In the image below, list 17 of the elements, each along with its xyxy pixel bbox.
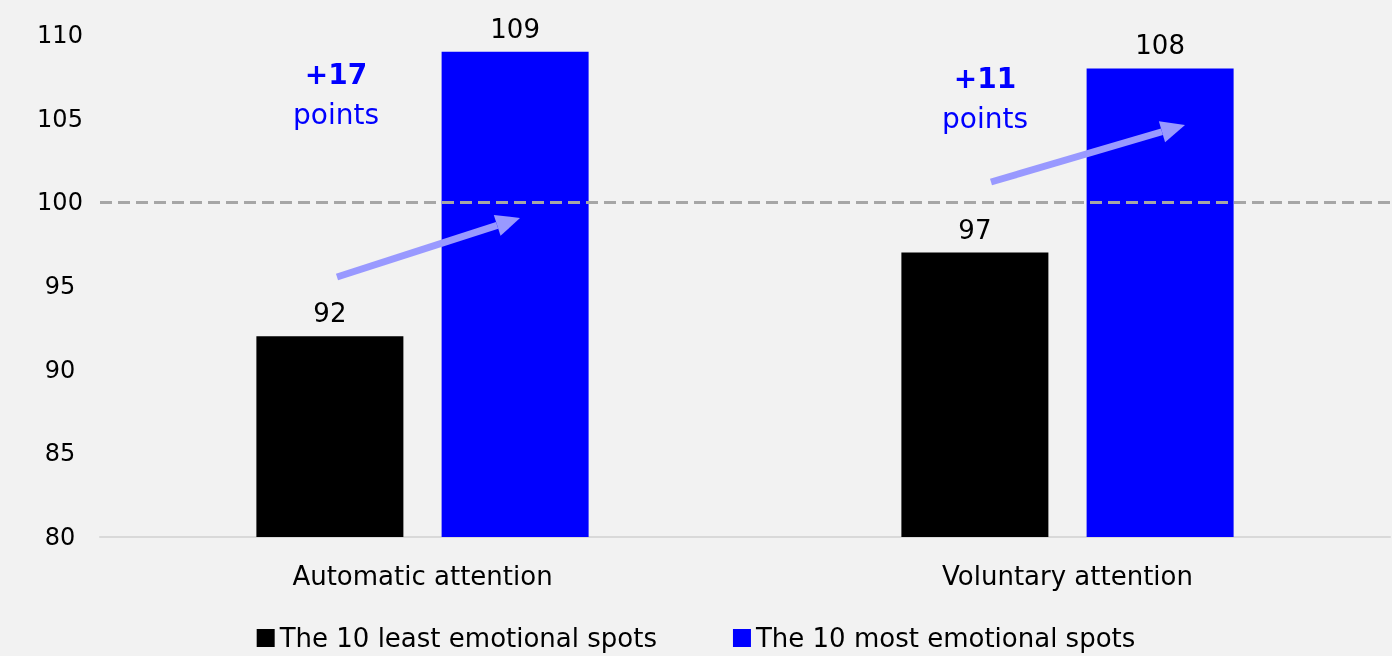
annotation: +17 points bbox=[293, 57, 379, 131]
y-tick-label: 110 bbox=[37, 21, 83, 49]
data-label: 92 bbox=[313, 298, 347, 329]
annotation: +11 points bbox=[942, 61, 1028, 135]
y-tick-label: 95 bbox=[44, 272, 76, 300]
x-tick-label: Automatic attention bbox=[292, 561, 553, 591]
legend-label: The 10 least emotional spots bbox=[278, 623, 657, 653]
y-tick-label: 85 bbox=[44, 439, 76, 468]
y-tick-label: 90 bbox=[44, 355, 76, 384]
y-tick-label: 80 bbox=[44, 523, 76, 551]
data-label: 109 bbox=[490, 13, 540, 44]
data-label: 108 bbox=[1135, 30, 1185, 61]
data-label: 97 bbox=[958, 214, 992, 245]
y-tick-label: 100 bbox=[37, 188, 83, 217]
x-tick-label: Voluntary attention bbox=[942, 561, 1193, 591]
legend-label: The 10 most emotional spots bbox=[754, 623, 1136, 653]
y-tick-label: 105 bbox=[37, 104, 83, 133]
